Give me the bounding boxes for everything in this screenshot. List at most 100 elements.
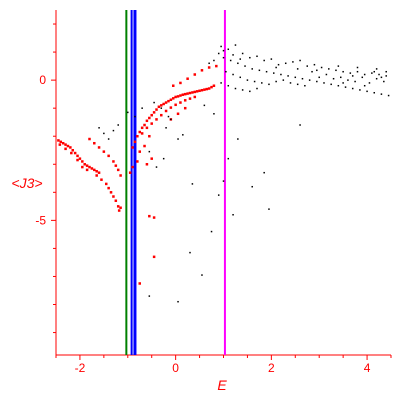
- data-point: [380, 76, 383, 79]
- data-point: [119, 206, 122, 209]
- data-point: [76, 154, 79, 158]
- data-point: [164, 109, 168, 113]
- data-point: [107, 186, 110, 190]
- data-point: [368, 82, 371, 84]
- data-point: [177, 138, 179, 140]
- data-point: [85, 168, 89, 172]
- data-point: [198, 89, 201, 93]
- data-point: [145, 126, 149, 130]
- data-point: [143, 123, 146, 127]
- data-point: [155, 108, 158, 111]
- data-point: [212, 84, 216, 87]
- data-point: [361, 76, 364, 79]
- data-point: [292, 61, 294, 63]
- data-point: [313, 63, 316, 66]
- data-point: [150, 122, 153, 125]
- data-point: [71, 148, 74, 152]
- data-point: [225, 70, 227, 73]
- data-point: [320, 66, 323, 69]
- data-point: [273, 72, 275, 74]
- data-point: [239, 58, 241, 60]
- data-point: [116, 168, 120, 172]
- data-point: [66, 144, 70, 148]
- data-point: [116, 205, 120, 208]
- data-point: [93, 141, 96, 145]
- data-point: [366, 90, 368, 93]
- data-point: [164, 101, 168, 104]
- data-point: [133, 140, 137, 144]
- data-point: [69, 146, 72, 149]
- data-point: [160, 113, 163, 117]
- data-point: [323, 82, 325, 84]
- data-point: [246, 79, 249, 81]
- data-point: [220, 45, 222, 48]
- data-point: [375, 68, 378, 70]
- data-point: [172, 97, 175, 100]
- data-point: [385, 75, 387, 77]
- data-point: [152, 216, 156, 219]
- data-point: [81, 165, 84, 169]
- data-point: [210, 85, 213, 89]
- data-point: [332, 77, 335, 80]
- data-point: [253, 80, 256, 83]
- data-point: [268, 208, 270, 210]
- data-point: [58, 143, 62, 146]
- data-point: [220, 82, 222, 84]
- data-point: [176, 95, 180, 98]
- data-point: [330, 83, 332, 86]
- data-point: [234, 44, 237, 46]
- data-point: [128, 171, 132, 174]
- data-point: [207, 66, 211, 69]
- data-point: [179, 101, 182, 104]
- data-point: [81, 160, 84, 163]
- data-point: [148, 150, 151, 153]
- data-point: [241, 52, 244, 55]
- data-point: [256, 87, 258, 90]
- data-point: [213, 113, 215, 115]
- data-point: [306, 65, 308, 67]
- data-point: [186, 92, 189, 95]
- data-point: [189, 251, 191, 254]
- data-point: [263, 59, 265, 62]
- data-point: [162, 102, 165, 106]
- data-point: [237, 62, 239, 65]
- data-point: [277, 63, 280, 66]
- data-point: [127, 111, 129, 114]
- data-point: [165, 127, 167, 129]
- data-point: [138, 150, 141, 153]
- data-point: [193, 90, 197, 94]
- data-point: [387, 94, 390, 97]
- data-point: [148, 134, 151, 138]
- data-point: [227, 48, 230, 51]
- data-point: [150, 113, 153, 117]
- x-tick-label: -2: [75, 361, 86, 375]
- data-point: [215, 64, 218, 68]
- data-point: [227, 157, 230, 160]
- data-point: [249, 90, 251, 93]
- data-point: [301, 77, 304, 80]
- data-point: [299, 124, 301, 126]
- data-point: [356, 70, 359, 73]
- data-point: [380, 93, 383, 95]
- data-point: [95, 174, 98, 177]
- data-point: [193, 73, 197, 76]
- data-point: [88, 137, 91, 141]
- data-point: [249, 56, 251, 59]
- data-point: [195, 90, 199, 93]
- data-point: [112, 195, 115, 198]
- data-point: [152, 255, 156, 259]
- data-point: [328, 68, 330, 70]
- data-point: [311, 70, 313, 73]
- data-point: [169, 98, 173, 102]
- data-point: [181, 93, 185, 96]
- data-point: [296, 83, 299, 86]
- data-point: [229, 59, 232, 62]
- data-point: [183, 92, 187, 96]
- data-point: [261, 82, 263, 84]
- data-point: [114, 199, 118, 202]
- data-point: [191, 183, 194, 185]
- data-point: [140, 132, 144, 135]
- data-point: [275, 66, 277, 69]
- data-point: [294, 76, 297, 79]
